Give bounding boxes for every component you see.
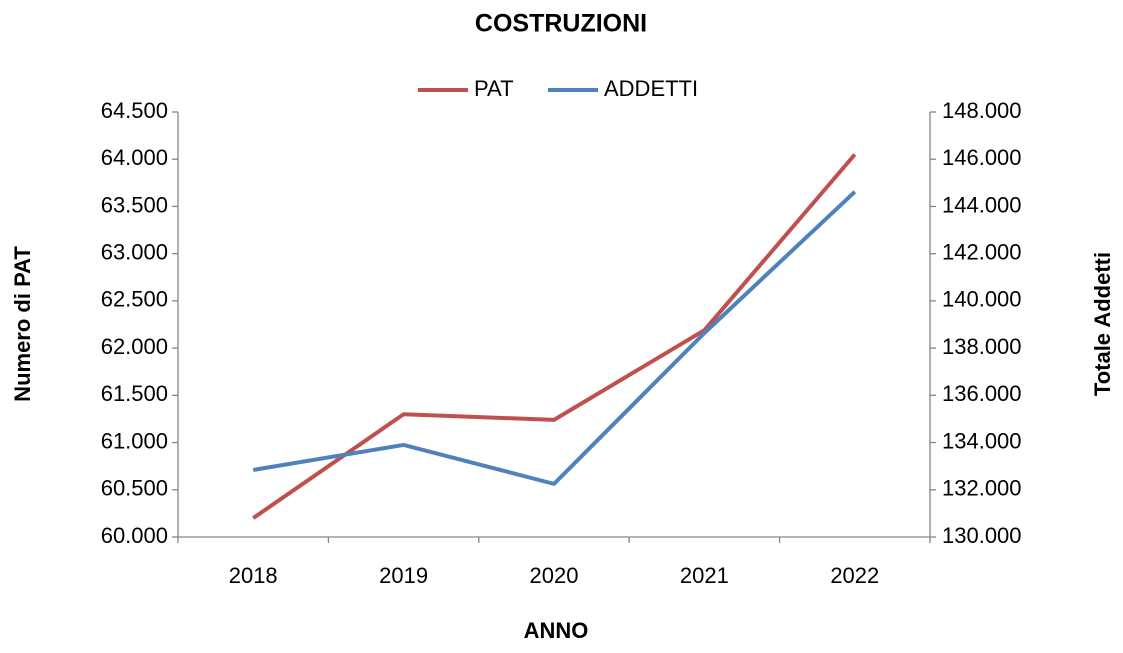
y2-axis-label: Totale Addetti (1090, 252, 1115, 396)
y-tick-label: 61.500 (101, 381, 168, 406)
y-tick-label: 62.000 (101, 334, 168, 359)
y-axis-label: Numero di PAT (10, 246, 35, 402)
y2-tick-label: 142.000 (942, 239, 1022, 264)
x-tick-label: 2018 (229, 563, 278, 588)
x-tick-label: 2019 (379, 563, 428, 588)
chart-title: COSTRUZIONI (475, 10, 647, 38)
y-tick-label: 61.000 (101, 428, 168, 453)
y2-tick-label: 144.000 (942, 192, 1022, 217)
y-tick-label: 64.000 (101, 145, 168, 170)
y2-tick-label: 130.000 (942, 523, 1022, 548)
legend-label: PAT (474, 76, 514, 101)
y2-tick-label: 146.000 (942, 145, 1022, 170)
y-tick-label: 60.500 (101, 476, 168, 501)
legend-label: ADDETTI (604, 76, 698, 101)
y2-tick-label: 140.000 (942, 287, 1022, 312)
y-tick-label: 60.000 (101, 523, 168, 548)
line-series (252, 153, 857, 520)
x-axis-label: ANNO (524, 618, 589, 643)
y-tick-label: 63.500 (101, 192, 168, 217)
y-tick-label: 63.000 (101, 239, 168, 264)
y-tick-label: 64.500 (101, 98, 168, 123)
x-tick-label: 2022 (830, 563, 879, 588)
y2-tick-label: 132.000 (942, 476, 1022, 501)
y-tick-label: 62.500 (101, 287, 168, 312)
y2-tick-label: 136.000 (942, 381, 1022, 406)
y2-tick-label: 134.000 (942, 428, 1022, 453)
y2-tick-label: 148.000 (942, 98, 1022, 123)
x-tick-label: 2020 (530, 563, 579, 588)
y2-tick-label: 138.000 (942, 334, 1022, 359)
line-series (252, 190, 857, 486)
x-tick-label: 2021 (680, 563, 729, 588)
